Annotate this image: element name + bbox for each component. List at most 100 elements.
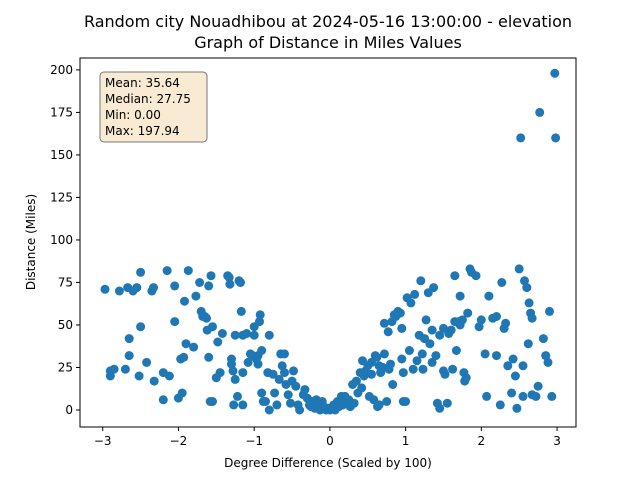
data-point-74 — [249, 330, 259, 340]
data-point-26 — [170, 281, 180, 291]
data-point-216 — [492, 351, 501, 361]
data-point-227 — [516, 133, 526, 143]
data-point-62 — [233, 391, 242, 401]
x-tick-label-3: 0 — [326, 434, 334, 448]
data-point-171 — [410, 289, 420, 299]
data-point-226 — [514, 264, 524, 274]
data-point-0 — [100, 284, 110, 294]
data-point-231 — [522, 283, 532, 293]
data-point-180 — [425, 339, 435, 349]
data-point-194 — [448, 364, 458, 374]
data-point-230 — [520, 276, 529, 286]
data-point-33 — [181, 339, 191, 349]
data-point-15 — [134, 371, 144, 381]
data-point-183 — [429, 283, 439, 293]
data-point-211 — [480, 349, 490, 359]
data-point-170 — [408, 364, 418, 374]
data-point-80 — [257, 346, 267, 355]
data-point-88 — [270, 388, 280, 398]
data-point-191 — [442, 398, 452, 408]
data-point-79 — [255, 310, 265, 320]
data-point-166 — [401, 397, 411, 406]
data-point-11 — [124, 334, 134, 344]
data-point-233 — [524, 298, 534, 308]
data-point-152 — [382, 397, 392, 406]
data-point-3 — [109, 364, 119, 374]
data-point-204 — [461, 373, 471, 383]
data-point-67 — [238, 368, 248, 378]
data-point-61 — [230, 374, 240, 384]
data-point-237 — [531, 391, 541, 401]
data-point-175 — [417, 349, 427, 359]
data-point-245 — [550, 68, 560, 78]
chart-title-line2: Graph of Distance in Miles Values — [194, 33, 462, 52]
data-point-99 — [289, 366, 298, 376]
data-point-27 — [170, 317, 180, 327]
chart-title-line1: Random city Nouadhibou at 2024-05-16 13:… — [84, 12, 572, 31]
data-point-150 — [379, 318, 389, 328]
data-point-195 — [450, 271, 460, 281]
data-point-90 — [274, 374, 284, 384]
stats-box-background — [99, 71, 208, 143]
y-tick-label-8: 200 — [50, 63, 73, 77]
data-point-20 — [149, 283, 158, 293]
data-point-224 — [510, 371, 520, 381]
data-point-238 — [533, 381, 543, 391]
data-point-32 — [180, 296, 189, 306]
x-axis-ticks: −3 −2 −1 0 1 2 3 — [94, 427, 561, 448]
data-point-161 — [395, 308, 405, 318]
data-point-47 — [208, 322, 217, 332]
data-point-35 — [189, 342, 199, 352]
data-point-94 — [280, 368, 289, 378]
data-point-155 — [386, 359, 395, 369]
x-tick-label-1: −2 — [170, 434, 188, 448]
data-point-51 — [215, 368, 225, 378]
x-tick-label-0: −3 — [94, 434, 112, 448]
y-tick-label-2: 50 — [58, 318, 73, 332]
data-point-92 — [277, 361, 287, 371]
data-point-174 — [416, 276, 426, 286]
data-point-102 — [295, 405, 305, 415]
data-point-131 — [351, 376, 361, 386]
y-tick-label-4: 100 — [50, 233, 73, 247]
data-point-46 — [206, 271, 216, 281]
data-point-217 — [495, 400, 505, 410]
data-point-242 — [543, 357, 553, 367]
data-point-130 — [349, 398, 359, 408]
data-point-37 — [195, 278, 205, 287]
data-point-172 — [412, 356, 422, 366]
data-point-60 — [230, 330, 240, 340]
x-tick-label-4: 1 — [402, 434, 410, 448]
data-point-31 — [179, 352, 189, 362]
data-point-48 — [208, 397, 217, 406]
data-point-178 — [421, 315, 431, 325]
data-point-215 — [492, 312, 501, 321]
data-point-205 — [463, 308, 473, 318]
data-point-58 — [228, 366, 238, 376]
data-point-17 — [136, 322, 146, 332]
data-point-212 — [482, 391, 492, 401]
data-point-104 — [300, 385, 310, 395]
data-point-52 — [217, 329, 227, 338]
data-point-197 — [451, 346, 461, 355]
data-point-222 — [507, 388, 517, 398]
data-point-162 — [397, 323, 407, 333]
data-point-213 — [484, 291, 494, 301]
data-point-221 — [503, 361, 513, 371]
data-point-70 — [243, 357, 253, 367]
data-point-209 — [474, 322, 484, 332]
data-point-50 — [213, 337, 223, 347]
data-point-30 — [177, 388, 187, 398]
x-tick-label-5: 2 — [478, 434, 486, 448]
data-point-199 — [455, 291, 465, 301]
data-point-235 — [527, 313, 537, 323]
y-tick-label-1: 25 — [58, 360, 73, 374]
data-point-244 — [547, 391, 557, 401]
data-point-78 — [255, 317, 264, 327]
data-point-14 — [132, 283, 142, 293]
data-point-23 — [158, 395, 168, 405]
y-tick-label-5: 125 — [50, 190, 73, 204]
data-point-96 — [283, 390, 293, 400]
data-point-93 — [280, 349, 289, 359]
data-point-176 — [418, 364, 428, 374]
